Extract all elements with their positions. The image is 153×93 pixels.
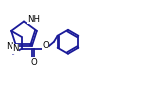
Text: N: N xyxy=(7,42,13,51)
Text: N: N xyxy=(12,44,19,53)
Text: O: O xyxy=(30,58,37,67)
Text: NH: NH xyxy=(27,15,40,24)
Text: O: O xyxy=(42,41,49,50)
